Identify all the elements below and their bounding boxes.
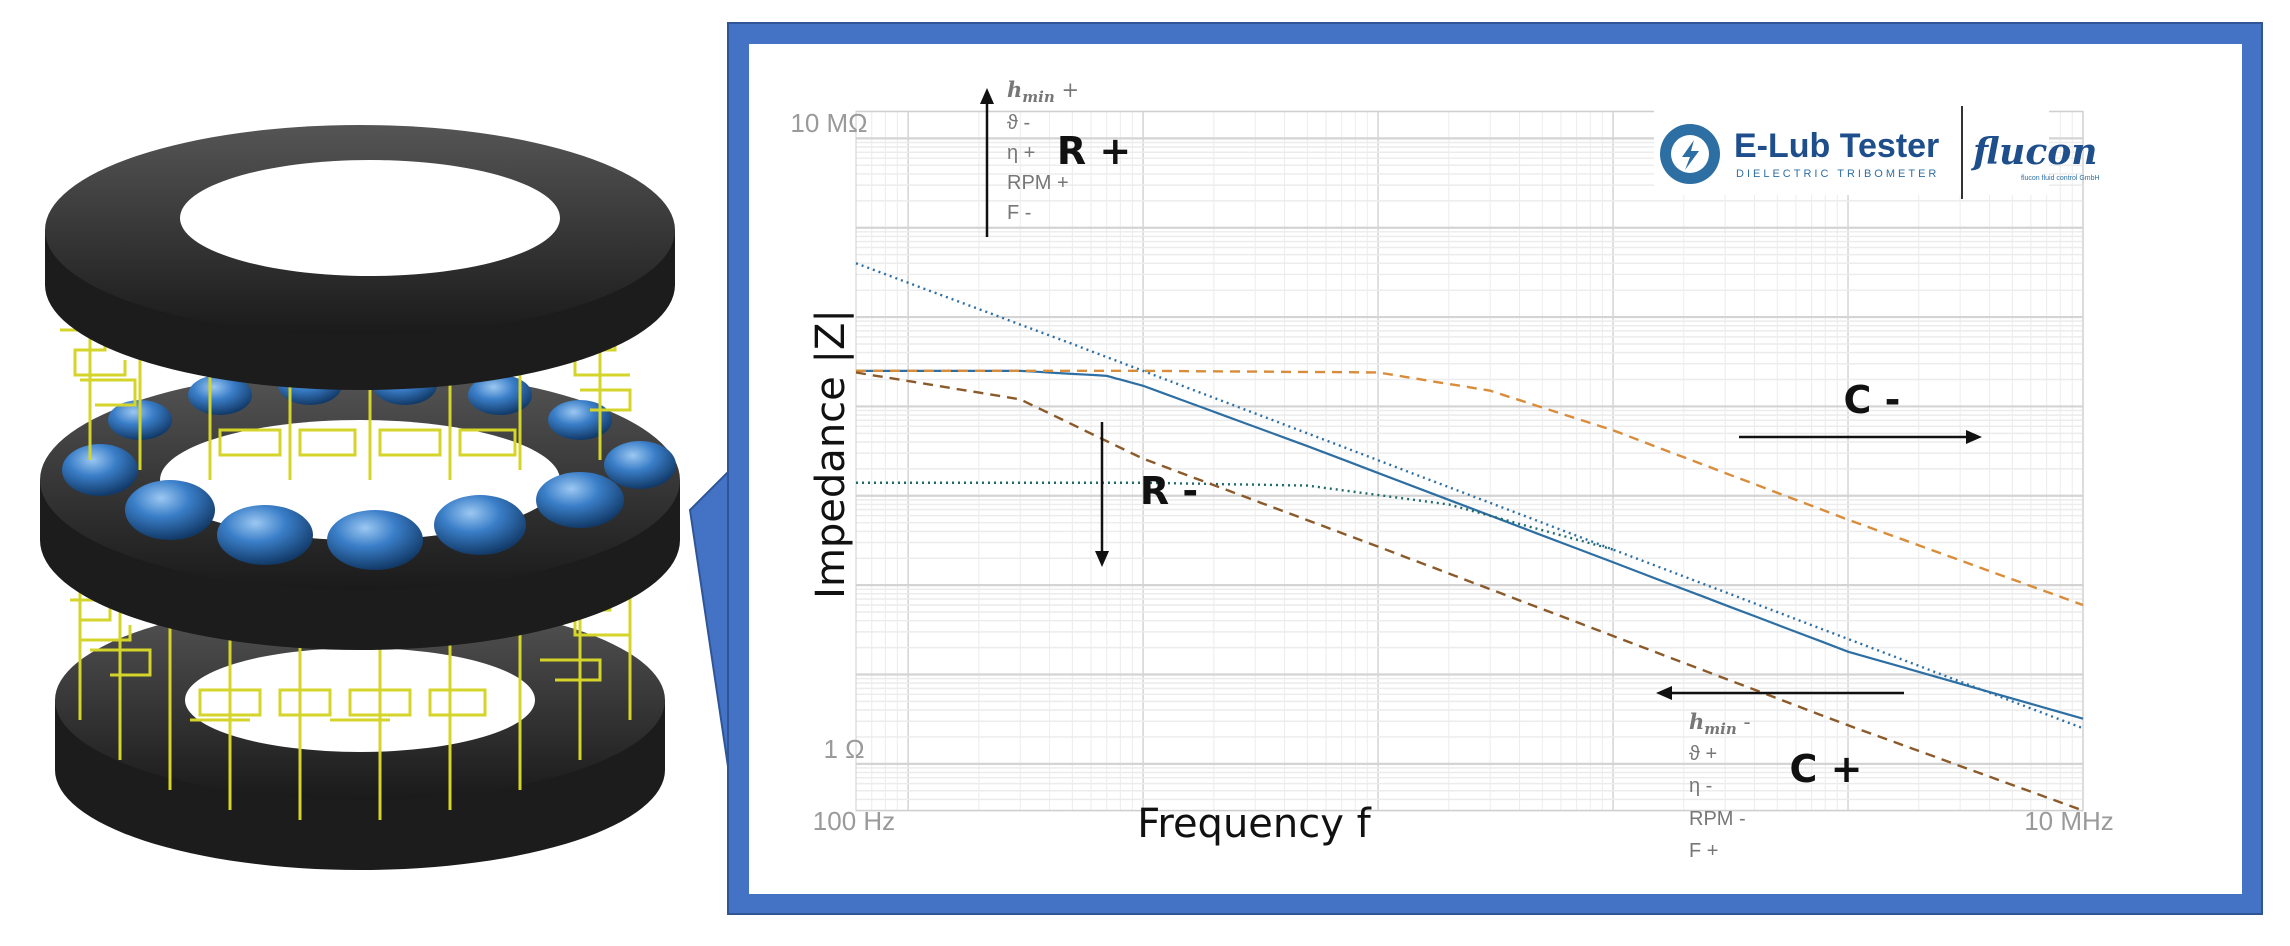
top-washer: [45, 125, 675, 390]
x-tick-left: 100 Hz: [813, 806, 895, 836]
elub-logo: E-Lub Tester DIELECTRIC TRIBOMETER: [1654, 100, 2049, 199]
c-plus-param-1: ϑ +: [1689, 743, 1717, 765]
thrust-bearing-illustration: [40, 125, 730, 870]
y-axis-label: Impedance |Z|: [808, 309, 854, 599]
series-line-dashed-4: [856, 372, 2083, 810]
chart-grid: [855, 110, 2084, 812]
flucon-subtitle: flucon fluid control GmbH: [2021, 175, 2100, 182]
series-line-solid-0: [856, 371, 2083, 719]
c-minus-annotation: C -: [1739, 378, 1982, 444]
lightning-icon: [1682, 140, 1699, 170]
r-plus-param-3: RPM +: [1007, 172, 1069, 194]
c-plus-param-hmin: hmin -: [1689, 709, 1751, 738]
r-plus-label: R +: [1057, 129, 1131, 173]
r-plus-param-2: η +: [1007, 142, 1035, 164]
elub-subtitle: DIELECTRIC TRIBOMETER: [1736, 168, 1939, 180]
chart-series: [856, 263, 2083, 810]
c-minus-label: C -: [1844, 378, 1901, 422]
callout-wedge: [688, 468, 730, 781]
series-line-dotted-2: [856, 483, 1613, 550]
bearing-balls: [62, 365, 676, 570]
y-tick-bottom: 1 Ω: [823, 734, 864, 764]
c-plus-annotation: C + hmin - ϑ + η - RPM - F +: [1656, 686, 1904, 862]
flucon-logo: flucon flucon fluid control GmbH: [1970, 131, 2100, 182]
y-tick-top: 10 MΩ: [790, 108, 867, 138]
elub-title: E-Lub Tester: [1734, 127, 1939, 165]
r-plus-param-1: ϑ -: [1007, 112, 1030, 134]
r-minus-annotation: R -: [1095, 422, 1198, 567]
r-plus-param-hmin: hmin +: [1007, 77, 1079, 106]
c-plus-param-4: F +: [1689, 840, 1718, 862]
c-plus-label: C +: [1790, 747, 1863, 791]
bottom-washer: [55, 600, 665, 870]
r-minus-label: R -: [1140, 469, 1198, 513]
r-plus-annotation: R + hmin + ϑ - η + RPM + F -: [980, 77, 1131, 237]
x-tick-right: 10 MHz: [2024, 806, 2114, 836]
lower-wiring: [70, 560, 632, 820]
series-line-dashed-3: [856, 371, 2083, 605]
impedance-chart: 10 MΩ 1 Ω 100 Hz 10 MHz Frequency f Impe…: [790, 77, 2114, 862]
r-plus-param-4: F -: [1007, 202, 1031, 224]
c-plus-param-2: η -: [1689, 775, 1712, 797]
chart-panel: 10 MΩ 1 Ω 100 Hz 10 MHz Frequency f Impe…: [749, 44, 2242, 894]
x-axis-label: Frequency f: [1137, 801, 1371, 847]
plot-area-border: [855, 110, 2084, 812]
flucon-wordmark: flucon: [1970, 131, 2097, 173]
c-plus-param-3: RPM -: [1689, 808, 1746, 830]
